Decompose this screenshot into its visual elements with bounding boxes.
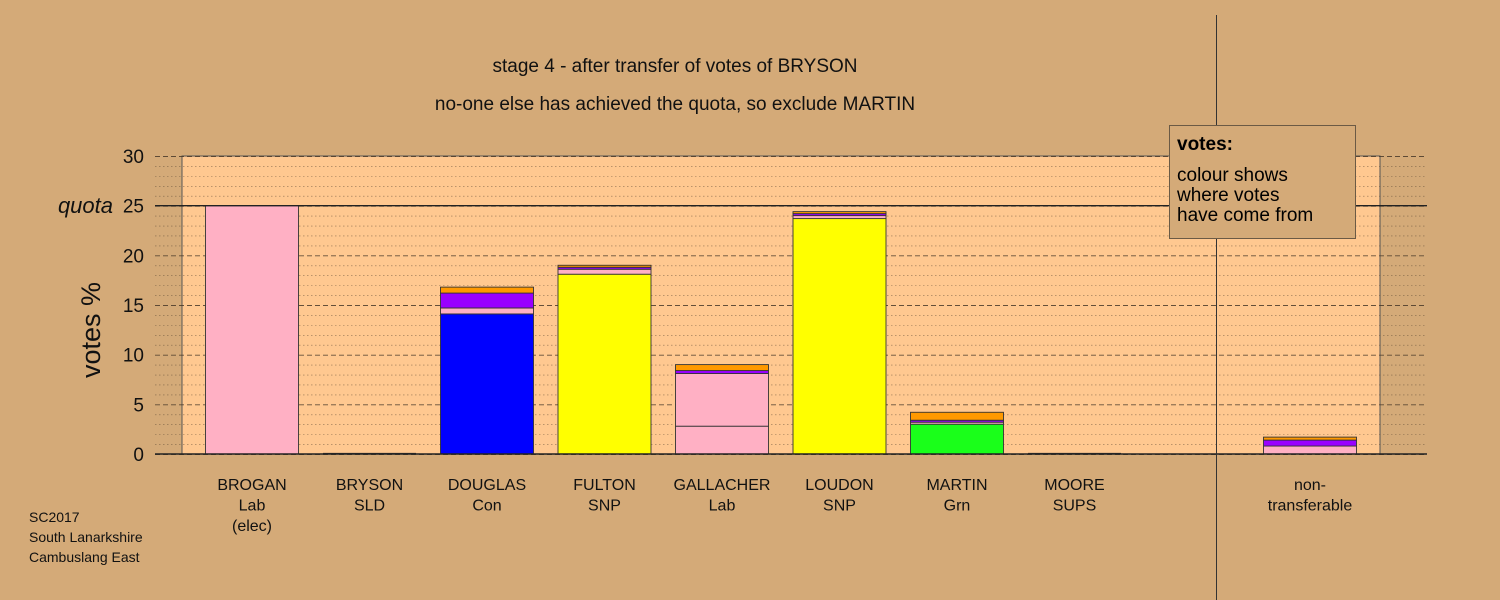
- y-tick-label: 25: [123, 197, 144, 218]
- legend-line: colour shows: [1177, 165, 1288, 186]
- x-tick-label: GALLACHER: [674, 477, 771, 494]
- legend-line: have come from: [1177, 205, 1314, 226]
- footer-line: Cambuslang East: [29, 549, 140, 565]
- y-tick-label: 30: [123, 147, 144, 168]
- x-tick-label: MARTIN: [926, 477, 987, 494]
- x-tick-label: SUPS: [1053, 498, 1097, 515]
- quota-label: quota: [58, 193, 113, 218]
- bar-segment-lab: [205, 205, 299, 455]
- x-tick-label: transferable: [1268, 498, 1353, 515]
- footer-line: SC2017: [29, 509, 80, 525]
- x-tick-label: Lab: [709, 498, 736, 515]
- x-tick-label: LOUDON: [805, 477, 873, 494]
- y-axis-label: votes %: [76, 282, 106, 378]
- x-tick-label: SNP: [588, 498, 621, 515]
- x-tick-label: Con: [472, 498, 501, 515]
- x-tick-label: non-: [1294, 477, 1326, 494]
- chart-title-line2: no-one else has achieved the quota, so e…: [435, 94, 915, 115]
- bar-segment-snp: [557, 273, 652, 455]
- x-tick-label: FULTON: [573, 477, 636, 494]
- bar-segment-sups: [1263, 436, 1357, 441]
- bar-segment-grn: [910, 423, 1004, 455]
- bar-segment-sups: [440, 286, 534, 294]
- bar-segment-sups: [792, 211, 887, 215]
- legend-box: votes: colour shows where votes have com…: [1169, 125, 1356, 239]
- bar-segment-sld: [1263, 439, 1357, 447]
- bar-segment-sups: [910, 411, 1004, 421]
- y-tick-label: 20: [123, 246, 144, 267]
- y-tick-label: 15: [123, 296, 144, 317]
- x-tick-label: BROGAN: [217, 477, 286, 494]
- x-tick-label: Grn: [944, 498, 971, 515]
- bar-segment-snp: [792, 218, 887, 455]
- x-tick-label: (elec): [232, 518, 272, 535]
- footer-info: SC2017 South Lanarkshire Cambuslang East: [29, 507, 143, 567]
- x-tick-label: SNP: [823, 498, 856, 515]
- y-tick-label: 5: [133, 395, 144, 416]
- y-tick-label: 0: [133, 445, 144, 466]
- chart-title-line1: stage 4 - after transfer of votes of BRY…: [492, 56, 857, 77]
- bar-segment-lab: [675, 425, 769, 455]
- bar-segment-sups: [557, 264, 652, 268]
- bar-segment-lab: [440, 307, 534, 315]
- bar-segment-lab: [1263, 445, 1357, 455]
- x-tick-label: BRYSON: [336, 477, 403, 494]
- y-tick-label: 10: [123, 346, 144, 367]
- x-tick-label: MOORE: [1044, 477, 1104, 494]
- x-tick-label: SLD: [354, 498, 385, 515]
- bar-segment-sld: [440, 292, 534, 309]
- bar-segment-con: [440, 313, 534, 455]
- bar-segment-lab: [557, 268, 652, 275]
- footer-line: South Lanarkshire: [29, 529, 143, 545]
- x-tick-label: Lab: [239, 498, 266, 515]
- bar-segment-lab: [675, 373, 769, 427]
- x-tick-label: DOUGLAS: [448, 477, 526, 494]
- legend-line: where votes: [1177, 185, 1280, 206]
- bar-segment-sups: [675, 364, 769, 372]
- legend-title: votes:: [1177, 134, 1233, 155]
